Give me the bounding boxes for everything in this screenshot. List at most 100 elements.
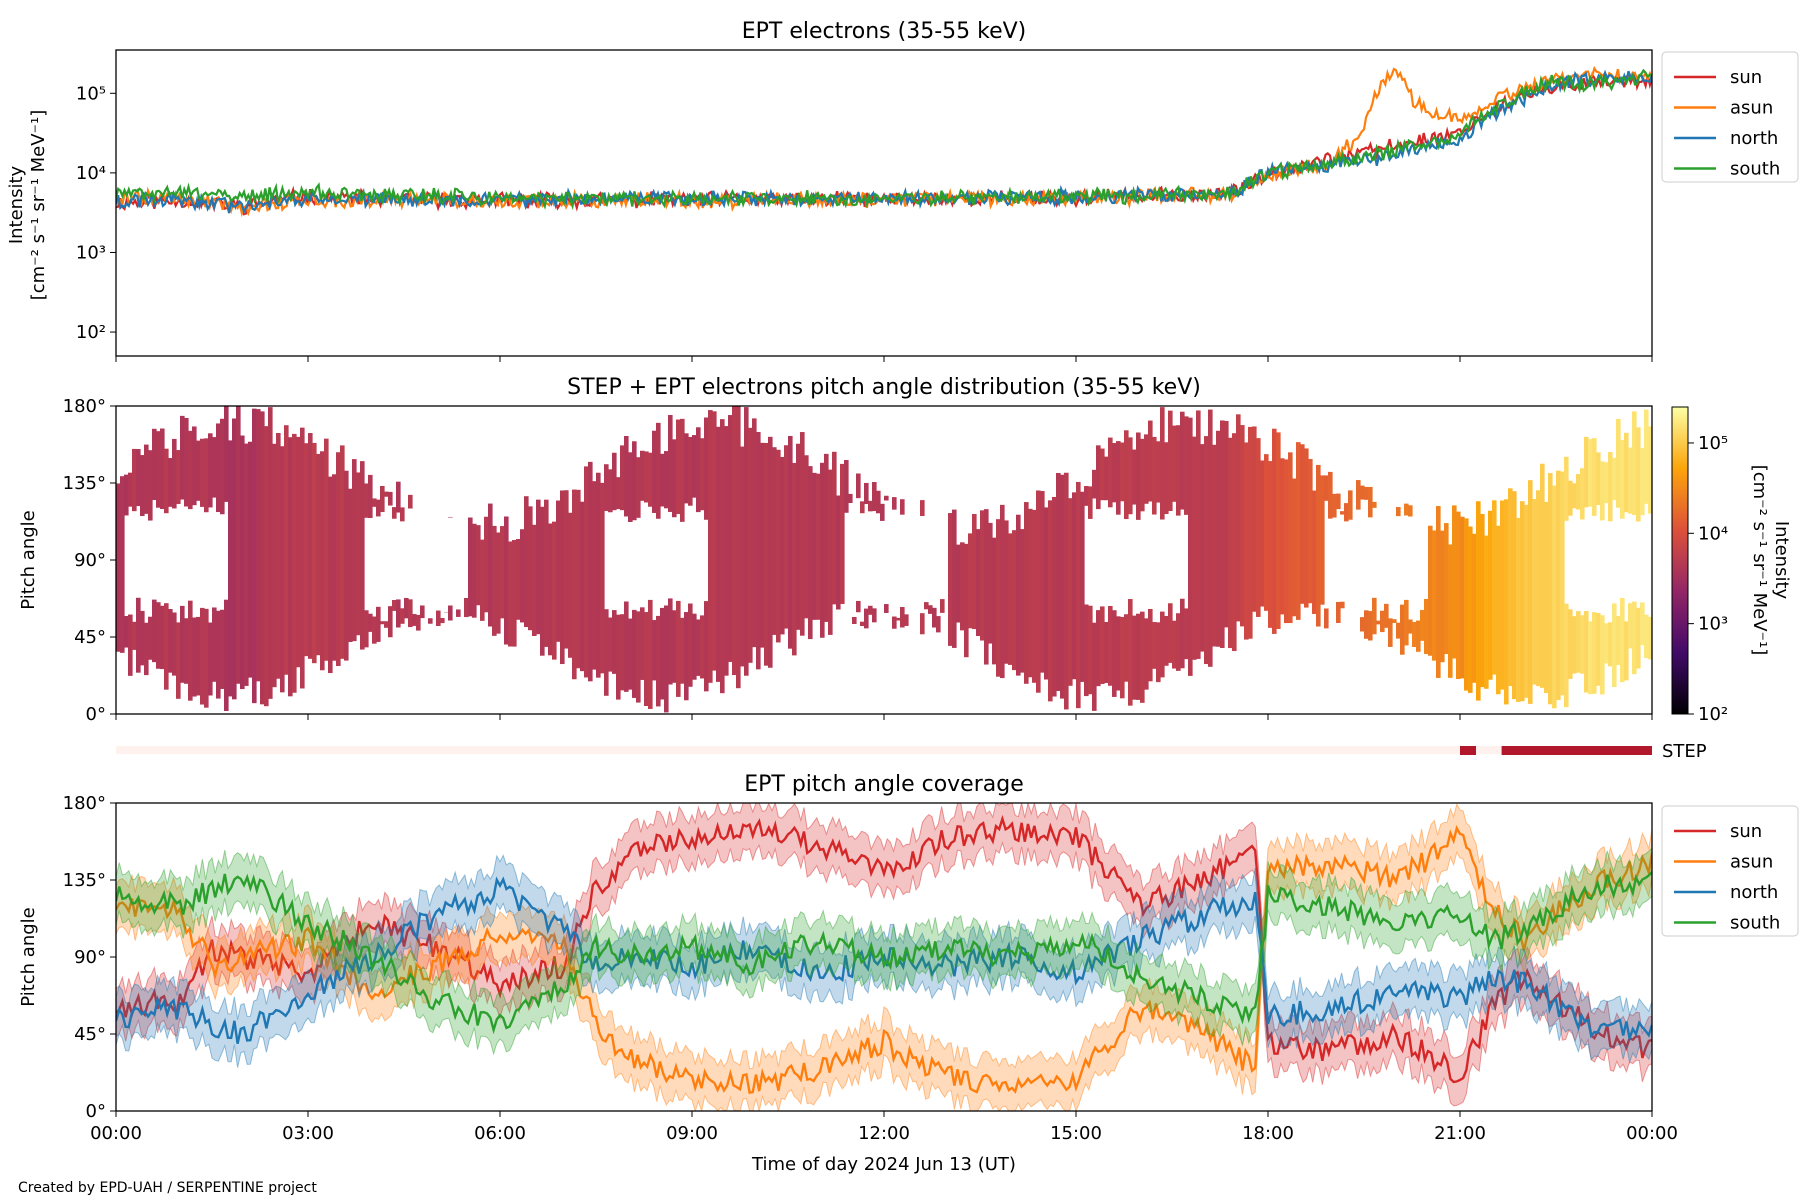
pad-cell bbox=[1116, 441, 1121, 515]
pad-cell bbox=[300, 427, 305, 689]
pad-cell bbox=[956, 544, 961, 623]
pad-cell bbox=[372, 616, 377, 644]
pad-cell bbox=[644, 612, 649, 706]
pad-cell bbox=[676, 419, 681, 515]
pad-cell bbox=[220, 609, 225, 689]
pad-cell bbox=[832, 451, 837, 605]
pad-cell bbox=[772, 447, 777, 635]
pad-cell bbox=[1572, 616, 1577, 674]
pad-cell bbox=[1072, 492, 1077, 680]
pad-cell bbox=[136, 449, 141, 507]
pad-cell bbox=[1564, 603, 1569, 708]
pad-cell bbox=[560, 490, 565, 665]
colorbar bbox=[1671, 406, 1689, 715]
pad-cell bbox=[1260, 460, 1265, 607]
pad-cell bbox=[196, 440, 201, 501]
pad-cell bbox=[296, 436, 301, 668]
pad-cell bbox=[360, 461, 365, 650]
coverage-panel-title: EPT pitch angle coverage bbox=[744, 772, 1024, 797]
coverage-line-sun bbox=[116, 814, 1652, 1084]
pad-cell bbox=[1592, 612, 1597, 694]
pad-cell bbox=[136, 597, 141, 673]
pad-cell bbox=[1520, 501, 1525, 702]
pad-cell bbox=[288, 437, 293, 697]
pad-cell bbox=[1068, 498, 1073, 686]
pad-cell bbox=[928, 605, 933, 614]
pad-cell bbox=[512, 539, 517, 647]
pad-cell bbox=[900, 499, 905, 515]
pad-heatmap bbox=[116, 406, 1652, 713]
pad-cell bbox=[1132, 449, 1137, 505]
pad-cell bbox=[332, 474, 337, 661]
pad-cell bbox=[660, 607, 665, 700]
pad-cell bbox=[1124, 614, 1129, 682]
coverage-xtick-label-7: 21:00 bbox=[1434, 1123, 1486, 1144]
intensity-legend: sun asun north south bbox=[1661, 51, 1799, 183]
pad-cell bbox=[836, 495, 841, 610]
pad-cell bbox=[1168, 603, 1173, 663]
pad-cell bbox=[1360, 617, 1365, 632]
pad-cell bbox=[352, 459, 357, 642]
pad-cell bbox=[1604, 462, 1609, 504]
coverage-xtick-label-0: 00:00 bbox=[90, 1123, 142, 1144]
pad-cell bbox=[400, 507, 405, 522]
pad-cell bbox=[796, 443, 801, 630]
pad-cell bbox=[616, 477, 621, 510]
pad-cell bbox=[692, 613, 697, 680]
pad-cell bbox=[1484, 535, 1489, 689]
pad-cell bbox=[1112, 443, 1117, 503]
pad-cell bbox=[1492, 500, 1497, 675]
pad-cell bbox=[948, 513, 953, 646]
coverage-y-label: Pitch angle bbox=[18, 907, 39, 1006]
pad-cell bbox=[348, 488, 353, 643]
pad-cell bbox=[292, 433, 297, 693]
pad-cell bbox=[1084, 604, 1089, 697]
pad-cell bbox=[440, 617, 445, 624]
pad-ytick-label-0: 0° bbox=[86, 704, 106, 725]
pad-cell bbox=[1252, 426, 1257, 612]
pad-cell bbox=[428, 618, 433, 624]
pad-panel-title: STEP + EPT electrons pitch angle distrib… bbox=[567, 375, 1201, 400]
pad-cell bbox=[568, 512, 573, 658]
pad-cell bbox=[1112, 610, 1117, 697]
pad-cell bbox=[168, 458, 173, 507]
pad-cell bbox=[384, 621, 389, 628]
pad-cell bbox=[1608, 622, 1613, 667]
pad-cell bbox=[572, 489, 577, 680]
pad-cell bbox=[216, 423, 221, 513]
pad-cell bbox=[1288, 452, 1293, 624]
pad-cell bbox=[1320, 475, 1325, 605]
pad-cell bbox=[1240, 425, 1245, 627]
pad-cell bbox=[484, 516, 489, 613]
pad-cell bbox=[1544, 501, 1549, 693]
pad-cell bbox=[884, 604, 889, 613]
pad-cell bbox=[188, 600, 193, 701]
pad-cell bbox=[528, 506, 533, 631]
pad-cell bbox=[1220, 420, 1225, 649]
pad-cell bbox=[176, 622, 181, 699]
pad-cell bbox=[1640, 447, 1645, 516]
pad-cell bbox=[636, 457, 641, 518]
pad-cell bbox=[280, 446, 285, 693]
pad-cell bbox=[1160, 611, 1165, 678]
pad-cell bbox=[1340, 511, 1345, 515]
step-label: STEP bbox=[1662, 741, 1707, 762]
pad-cell bbox=[304, 443, 309, 657]
pad-cell bbox=[1368, 486, 1373, 518]
pad-cell bbox=[132, 448, 137, 512]
pad-cell bbox=[1316, 464, 1321, 627]
pad-cell bbox=[372, 498, 377, 507]
pad-cell bbox=[1624, 621, 1629, 681]
pad-cell bbox=[408, 494, 413, 509]
pad-cell bbox=[308, 433, 313, 659]
pad-cell bbox=[648, 452, 653, 507]
pad-cell bbox=[1500, 500, 1505, 690]
intensity-panel: EPT electrons (35-55 keV) 10² 10³ 10⁴ 10⁵ I… bbox=[6, 19, 1799, 362]
pad-cell bbox=[768, 436, 773, 668]
pad-cell bbox=[1100, 606, 1105, 684]
pad-cell bbox=[1148, 608, 1153, 682]
pad-cell bbox=[1152, 622, 1157, 669]
pad-cell bbox=[548, 523, 553, 656]
pad-cell bbox=[1344, 503, 1349, 522]
pad-cell bbox=[404, 597, 409, 619]
